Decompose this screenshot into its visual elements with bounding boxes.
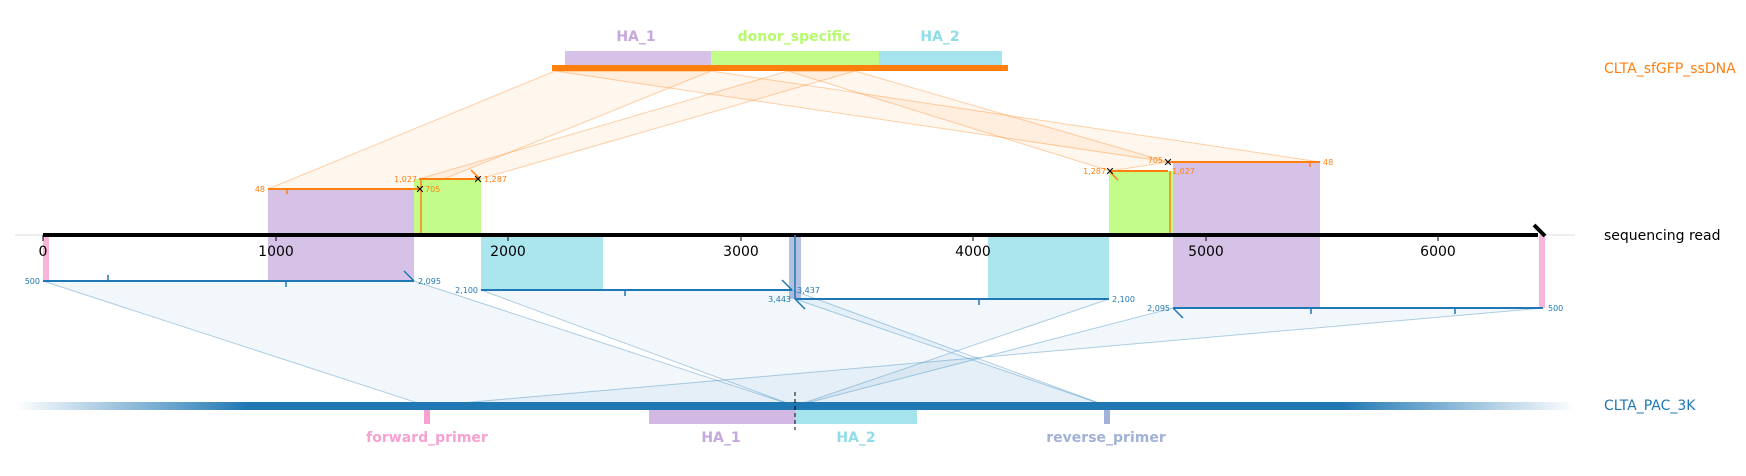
- donor-ha2-region: [879, 51, 1002, 65]
- a4-end-label: 48: [1323, 158, 1333, 167]
- target-alignments: 500 2,095 2,100 3,437 3,443 2,100 2,095 …: [25, 235, 1563, 319]
- donor-features: HA_1 donor_specific HA_2: [565, 29, 1002, 65]
- donor-specific-region: [711, 51, 879, 65]
- tick-4000: 4000: [955, 244, 991, 260]
- tick-1000: 1000: [258, 244, 294, 260]
- donor-specific-label: donor_specific: [738, 29, 851, 45]
- a2-start-label: 1,027: [394, 175, 417, 184]
- tick-5000: 5000: [1188, 244, 1224, 260]
- b2-start-label: 2,100: [455, 286, 478, 295]
- b4-start-label: 2,095: [1147, 304, 1170, 313]
- target-reverse-primer-label: reverse_primer: [1046, 430, 1166, 446]
- target-alignment-fans: [42, 280, 1544, 407]
- tick-0: 0: [39, 244, 48, 260]
- target-reverse-primer: [1104, 410, 1110, 424]
- read-specific-left: [414, 179, 481, 235]
- read-forward-primer-left: [43, 235, 49, 281]
- b3-start-label: 3,443: [768, 295, 791, 304]
- target-ha1-label: HA_1: [701, 430, 740, 446]
- donor-ha1-region: [565, 51, 711, 65]
- a1-end-label: 705: [425, 185, 440, 194]
- a2-end-label: 1,287: [484, 175, 507, 184]
- read-name: sequencing read: [1604, 228, 1720, 244]
- b3-end-label: 2,100: [1112, 295, 1135, 304]
- mismatch-x-1: ✕: [415, 183, 424, 196]
- b1-end-label: 2,095: [418, 277, 441, 286]
- read-ticks: 0 1000 2000 3000 4000 5000 6000: [39, 235, 1456, 260]
- donor-bar: [552, 65, 1008, 71]
- read-ha2-left: [481, 235, 603, 290]
- a3-start-label: 1,287: [1083, 167, 1106, 176]
- tick-3000: 3000: [723, 244, 759, 260]
- a3-end-label: 705: [1148, 156, 1163, 165]
- target-ha2: [795, 410, 917, 424]
- align-a3-end: [1109, 171, 1119, 181]
- b4-end-label: 500: [1548, 304, 1563, 313]
- read-forward-primer-right: [1539, 235, 1545, 308]
- target-name: CLTA_PAC_3K: [1604, 398, 1696, 414]
- target-forward-primer-label: forward_primer: [366, 430, 488, 446]
- mismatch-x-3: ✕: [1105, 165, 1114, 178]
- read-specific-right: [1109, 171, 1173, 235]
- mismatch-x-4: ✕: [1163, 156, 1172, 169]
- tick-6000: 6000: [1420, 244, 1456, 260]
- donor-alignments: ✕ ✕ ✕ ✕ 48 705 1,027 1,287 1,287 705 1,0…: [255, 156, 1333, 235]
- donor-name: CLTA_sfGFP_ssDNA: [1604, 61, 1736, 77]
- donor-ha1-label: HA_1: [616, 29, 655, 45]
- target-ha1: [649, 410, 795, 424]
- mismatch-x-2: ✕: [473, 173, 482, 186]
- read-end-cap: [1532, 223, 1547, 238]
- a4-start-label: 1,027: [1172, 167, 1195, 176]
- b2-end-label: 3,437: [797, 286, 820, 295]
- a1-start-label: 48: [255, 185, 265, 194]
- tick-2000: 2000: [490, 244, 526, 260]
- target-forward-primer: [424, 410, 430, 424]
- donor-alignment-fans: [267, 70, 1321, 190]
- b1-start-label: 500: [25, 277, 40, 286]
- align-a2-end: [470, 169, 480, 179]
- target-ha2-label: HA_2: [836, 430, 875, 446]
- target-features: forward_primer HA_1 HA_2 reverse_primer: [366, 392, 1166, 446]
- donor-ha2-label: HA_2: [920, 29, 959, 45]
- read-ha2-right: [988, 235, 1109, 299]
